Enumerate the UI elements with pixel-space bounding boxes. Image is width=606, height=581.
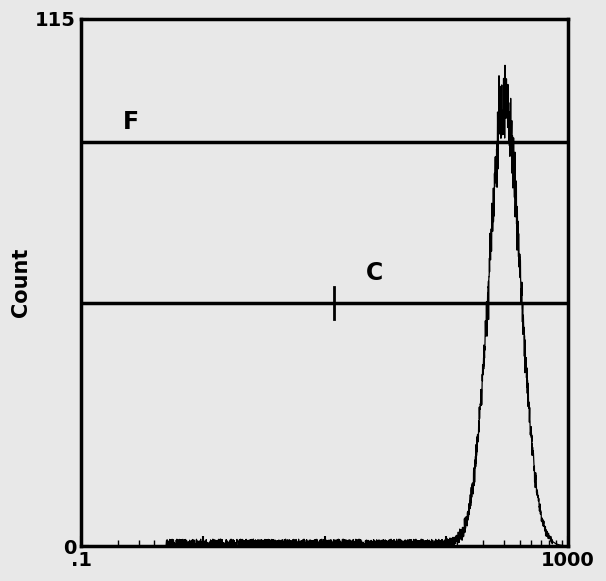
Text: C: C	[366, 261, 384, 285]
Text: F: F	[122, 110, 139, 134]
Y-axis label: Count: Count	[11, 248, 31, 317]
